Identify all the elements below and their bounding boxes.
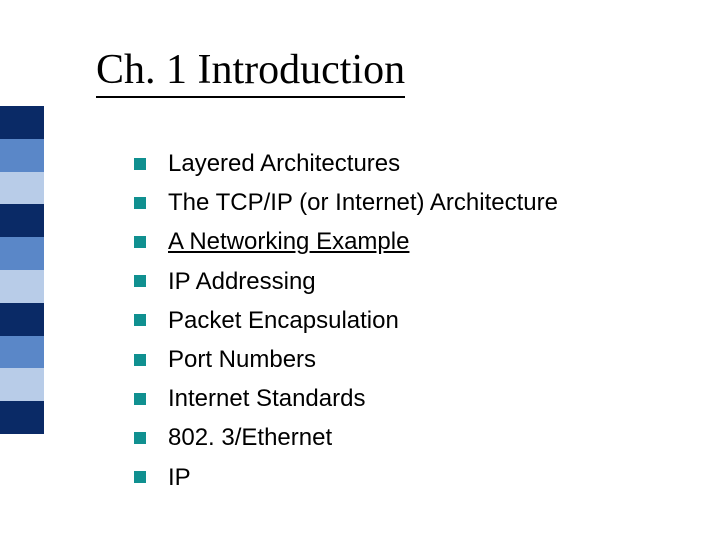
list-item-text: IP Addressing xyxy=(168,266,316,297)
bullet-icon xyxy=(134,236,146,248)
list-item: IP xyxy=(134,462,558,493)
bullet-icon xyxy=(134,393,146,405)
list-item: Port Numbers xyxy=(134,344,558,375)
list-item: A Networking Example xyxy=(134,226,558,257)
bullet-icon xyxy=(134,158,146,170)
slide-body: Layered Architectures The TCP/IP (or Inte… xyxy=(134,148,558,501)
sidebar-block xyxy=(0,270,44,303)
bullet-icon xyxy=(134,471,146,483)
sidebar-block xyxy=(0,237,44,270)
sidebar-block xyxy=(0,303,44,336)
sidebar-decoration xyxy=(0,106,44,434)
list-item: 802. 3/Ethernet xyxy=(134,422,558,453)
bullet-icon xyxy=(134,314,146,326)
list-item-text: IP xyxy=(168,462,191,493)
list-item-text: A Networking Example xyxy=(168,226,409,257)
list-item: The TCP/IP (or Internet) Architecture xyxy=(134,187,558,218)
bullet-icon xyxy=(134,354,146,366)
list-item-text: Packet Encapsulation xyxy=(168,305,399,336)
sidebar-block xyxy=(0,204,44,237)
list-item-text: Internet Standards xyxy=(168,383,365,414)
sidebar-block xyxy=(0,106,44,139)
sidebar-block xyxy=(0,336,44,369)
sidebar-block xyxy=(0,139,44,172)
list-item-text: 802. 3/Ethernet xyxy=(168,422,332,453)
list-item: Packet Encapsulation xyxy=(134,305,558,336)
slide: Ch. 1 Introduction Layered Architectures… xyxy=(0,0,720,540)
bullet-icon xyxy=(134,275,146,287)
list-item: Layered Architectures xyxy=(134,148,558,179)
sidebar-block xyxy=(0,401,44,434)
bullet-icon xyxy=(134,197,146,209)
sidebar-block xyxy=(0,172,44,205)
bullet-icon xyxy=(134,432,146,444)
sidebar-block xyxy=(0,368,44,401)
list-item-text: Layered Architectures xyxy=(168,148,400,179)
list-item: IP Addressing xyxy=(134,266,558,297)
list-item-text: The TCP/IP (or Internet) Architecture xyxy=(168,187,558,218)
slide-title: Ch. 1 Introduction xyxy=(96,46,405,98)
list-item: Internet Standards xyxy=(134,383,558,414)
list-item-text: Port Numbers xyxy=(168,344,316,375)
